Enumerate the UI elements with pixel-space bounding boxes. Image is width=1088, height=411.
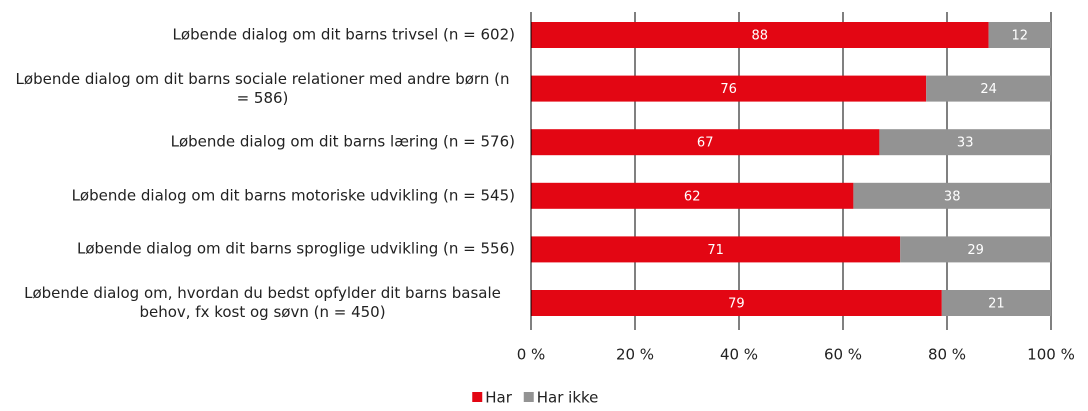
bar-segment — [531, 236, 901, 263]
y-tick-label: Løbende dialog om dit barns motoriske ud… — [71, 186, 515, 205]
legend-swatch — [472, 392, 483, 402]
y-tick-label: Løbende dialog om dit barns læring (n = … — [170, 132, 515, 151]
data-label: 29 — [967, 243, 984, 258]
y-tick-label: Løbende dialog om, hvordan du bedst opfy… — [24, 284, 501, 321]
x-tick-label: 40 % — [720, 346, 758, 364]
x-tick-label: 20 % — [616, 346, 654, 364]
data-label: 38 — [944, 189, 961, 204]
data-label: 79 — [728, 297, 745, 312]
x-tick-label: 80 % — [928, 346, 966, 364]
data-label: 67 — [697, 136, 714, 151]
y-tick-label: Løbende dialog om dit barns trivsel (n =… — [172, 25, 515, 44]
bar-segment — [941, 290, 1051, 316]
data-label: 24 — [980, 82, 997, 97]
x-tick-label: 100 % — [1027, 346, 1075, 364]
bar-segment — [988, 22, 1051, 48]
bar-segment — [531, 182, 854, 209]
x-tick-label: 60 % — [824, 346, 862, 364]
data-label: 71 — [707, 243, 724, 258]
y-tick-label: Løbende dialog om dit barns sociale rela… — [15, 69, 510, 107]
legend-label: Har — [485, 389, 512, 407]
bar-segment — [879, 129, 1051, 156]
bar-segment — [531, 129, 880, 156]
bar-segment — [900, 236, 1051, 263]
legend-swatch — [523, 392, 534, 402]
data-label: 33 — [957, 136, 974, 151]
data-label: 76 — [720, 82, 737, 97]
legend-label: Har ikke — [537, 389, 599, 407]
bar-segment — [531, 22, 989, 48]
bar-segment — [531, 75, 927, 102]
y-tick-label: Løbende dialog om dit barns sproglige ud… — [77, 239, 515, 258]
data-label: 62 — [684, 189, 701, 204]
bar-segment — [853, 182, 1051, 209]
bar-segment — [531, 290, 942, 316]
data-label: 12 — [1012, 29, 1029, 44]
x-tick-label: 0 % — [517, 346, 546, 364]
data-label: 88 — [752, 29, 769, 44]
data-label: 21 — [988, 297, 1005, 312]
bar-segment — [926, 75, 1051, 102]
